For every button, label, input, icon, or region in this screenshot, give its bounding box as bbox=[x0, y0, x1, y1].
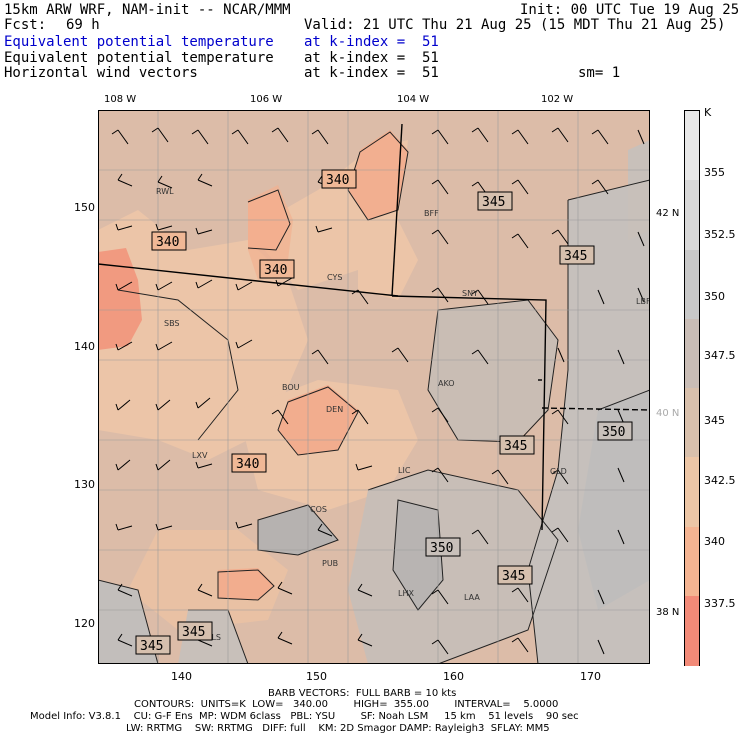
station-label: SBS bbox=[164, 319, 180, 328]
contour-label: 340 bbox=[259, 259, 295, 279]
contour-label: 350 bbox=[597, 421, 633, 441]
x-tick-150: 150 bbox=[306, 670, 327, 683]
field-name-3: Horizontal wind vectors bbox=[4, 65, 198, 81]
contour-label: 345 bbox=[499, 435, 535, 455]
lon-tick-106w: 106 W bbox=[250, 94, 283, 105]
barb-vectors-info: BARB VECTORS: FULL BARB = 10 kts bbox=[268, 688, 457, 699]
svg-text:345: 345 bbox=[564, 249, 587, 264]
colorbar-segment bbox=[685, 111, 699, 181]
svg-text:345: 345 bbox=[140, 639, 163, 654]
contour-label: 345 bbox=[177, 621, 213, 641]
theta-e-map: RWL BFF CYS SNY SBS LBF BOU AKO DEN LXV … bbox=[98, 110, 650, 664]
station-label: LHX bbox=[398, 589, 414, 598]
station-label: ALS bbox=[206, 633, 221, 642]
svg-text:340: 340 bbox=[236, 457, 259, 472]
svg-text:340: 340 bbox=[156, 235, 179, 250]
lon-tick-104w: 104 W bbox=[397, 94, 430, 105]
station-label: PUB bbox=[322, 559, 338, 568]
colorbar-label: 342.5 bbox=[704, 474, 736, 487]
colorbar-unit: K bbox=[704, 106, 712, 119]
y-tick-150: 150 bbox=[74, 201, 95, 214]
svg-text:350: 350 bbox=[430, 541, 453, 556]
colorbar-segment bbox=[685, 457, 699, 527]
lon-tick-102w: 102 W bbox=[541, 94, 574, 105]
contour-label: 340 bbox=[231, 453, 267, 473]
svg-text:340: 340 bbox=[326, 173, 349, 188]
colorbar-label: 345 bbox=[704, 414, 725, 427]
colorbar-segment bbox=[685, 249, 699, 320]
colorbar-label: 347.5 bbox=[704, 349, 736, 362]
colorbar-label: 355 bbox=[704, 166, 725, 179]
station-label: CYS bbox=[327, 273, 342, 282]
field-level-3: at k-index = 51 bbox=[304, 65, 439, 81]
station-label: BOU bbox=[282, 383, 300, 392]
svg-text:350: 350 bbox=[602, 425, 625, 440]
station-label: LIC bbox=[398, 466, 411, 475]
y-tick-120: 120 bbox=[74, 617, 95, 630]
colorbar-label: 337.5 bbox=[704, 597, 736, 610]
contour-label: 350 bbox=[425, 537, 461, 557]
station-label: AKO bbox=[438, 379, 455, 388]
colorbar-label: 350 bbox=[704, 290, 725, 303]
colorbar-label: 352.5 bbox=[704, 228, 736, 241]
station-label: LXV bbox=[192, 451, 208, 460]
contour-label: 345 bbox=[477, 191, 513, 211]
physics-info: LW: RRTMG SW: RRTMG DIFF: full KM: 2D Sm… bbox=[126, 723, 550, 734]
x-tick-140: 140 bbox=[171, 670, 192, 683]
svg-text:340: 340 bbox=[264, 263, 287, 278]
valid-time: Valid: 21 UTC Thu 21 Aug 25 (15 MDT Thu … bbox=[304, 17, 726, 33]
colorbar-segment bbox=[685, 595, 699, 666]
svg-text:345: 345 bbox=[482, 195, 505, 210]
lat-tick-38n: 38 N bbox=[656, 607, 680, 618]
smoothing-value: sm= 1 bbox=[578, 65, 621, 81]
field-level-1: at k-index = 51 bbox=[304, 34, 439, 50]
init-time: Init: 00 UTC Tue 19 Aug 25 bbox=[520, 2, 740, 18]
station-label: BFF bbox=[424, 209, 439, 218]
x-tick-160: 160 bbox=[443, 670, 464, 683]
station-label: RWL bbox=[156, 187, 174, 196]
lat-tick-42n: 42 N bbox=[656, 208, 680, 219]
contours-info: CONTOURS: UNITS=K LOW= 340.00 HIGH= 355.… bbox=[134, 699, 559, 710]
contour-label: 340 bbox=[151, 231, 187, 251]
y-tick-140: 140 bbox=[74, 340, 95, 353]
contour-label: 345 bbox=[135, 635, 171, 655]
model-title: 15km ARW WRF, NAM-init -- NCAR/MMM bbox=[4, 2, 291, 18]
field-name-1: Equivalent potential temperature bbox=[4, 34, 274, 50]
x-tick-170: 170 bbox=[580, 670, 601, 683]
field-level-2: at k-index = 51 bbox=[304, 50, 439, 66]
colorbar-segment bbox=[685, 526, 699, 597]
field-name-2: Equivalent potential temperature bbox=[4, 50, 274, 66]
contour-label: 345 bbox=[497, 565, 533, 585]
svg-text:345: 345 bbox=[182, 625, 205, 640]
station-label: SNY bbox=[462, 289, 478, 298]
forecast-label: Fcst: bbox=[4, 17, 47, 33]
lat-tick-40n: 40 N bbox=[656, 408, 680, 419]
lon-tick-108w: 108 W bbox=[104, 94, 137, 105]
contour-label: 340 bbox=[321, 169, 357, 189]
station-label: COS bbox=[310, 505, 327, 514]
colorbar-segment bbox=[685, 180, 699, 250]
svg-text:345: 345 bbox=[502, 569, 525, 584]
colorbar bbox=[684, 110, 700, 666]
colorbar-label: 340 bbox=[704, 535, 725, 548]
svg-text:345: 345 bbox=[504, 439, 527, 454]
station-label: GLD bbox=[550, 467, 567, 476]
station-label: LBF bbox=[636, 297, 650, 306]
y-tick-130: 130 bbox=[74, 478, 95, 491]
contour-label: 345 bbox=[559, 245, 595, 265]
forecast-hour: 69 h bbox=[66, 17, 100, 33]
station-label: LAA bbox=[464, 593, 480, 602]
colorbar-segment bbox=[685, 318, 699, 389]
station-label: DEN bbox=[326, 405, 343, 414]
model-info: Model Info: V3.8.1 CU: G-F Ens MP: WDM 6… bbox=[30, 711, 579, 722]
colorbar-segment bbox=[685, 388, 699, 458]
